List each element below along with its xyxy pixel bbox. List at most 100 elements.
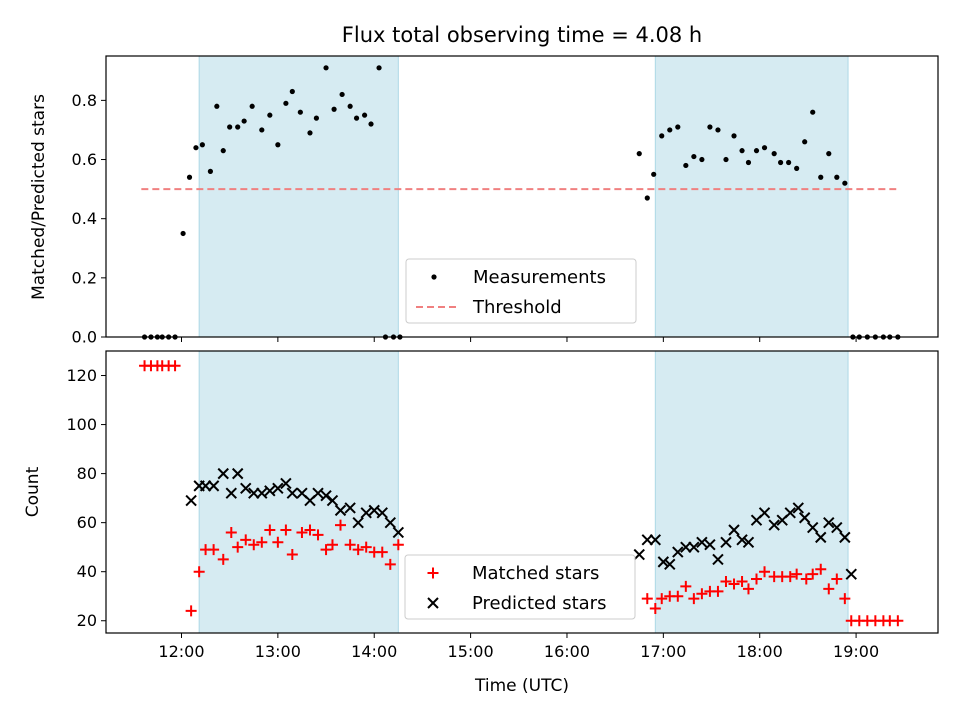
measurement-point	[667, 127, 673, 133]
predicted-stars-point	[360, 507, 372, 519]
matched-stars-point	[839, 593, 851, 605]
measurement-point	[241, 118, 247, 124]
x-tick-label: 19:00	[833, 642, 879, 661]
predicted-stars-point	[807, 521, 819, 534]
measurement-point	[794, 165, 800, 171]
matched-stars-point	[815, 563, 827, 575]
predicted-stars-point	[225, 487, 237, 499]
bottom-y-tick-label: 80	[77, 464, 97, 483]
matched-stars-point	[892, 615, 904, 627]
top-panel: 0.0 0.2 0.4 0.6 0.8 Measurements Threshold	[72, 55, 939, 347]
legend-box	[404, 554, 636, 620]
matched-stars-point	[376, 546, 388, 558]
matched-stars-point	[352, 544, 364, 556]
matched-stars-point	[720, 576, 732, 588]
matched-stars-point	[672, 590, 684, 602]
measurement-point	[283, 100, 289, 106]
predicted-stars-point	[392, 526, 405, 539]
predicted-stars-point	[376, 507, 388, 519]
matched-stars-point	[217, 553, 229, 565]
predicted-stars-point	[256, 487, 268, 499]
legend-marker-matched-stars	[427, 567, 439, 579]
legend-label: Predicted stars	[472, 593, 606, 614]
predicted-stars-point	[312, 487, 324, 499]
top-y-tick-label: 0.0	[72, 328, 97, 347]
measurement-point	[777, 159, 784, 166]
predicted-stars-point	[845, 568, 857, 580]
measurement-point	[297, 109, 303, 115]
matched-stars-point	[169, 360, 181, 372]
measurement-point	[731, 133, 737, 139]
matched-stars-point	[360, 541, 372, 553]
predicted-stars-point	[720, 536, 732, 548]
matched-stars-point	[688, 593, 700, 605]
predicted-stars-point	[792, 502, 804, 514]
bottom-y-tick-label: 40	[77, 562, 97, 581]
measurement-point	[275, 142, 281, 148]
predicted-stars-point	[768, 519, 780, 531]
measurement-point	[267, 112, 273, 118]
matched-stars-point	[225, 526, 237, 538]
measurement-point	[802, 139, 808, 145]
matched-stars-point	[712, 585, 724, 597]
matched-stars-point	[392, 539, 404, 551]
measurement-point	[644, 195, 650, 201]
matched-stars-point	[280, 524, 292, 536]
matched-stars-point	[326, 539, 338, 551]
predicted-stars-point	[672, 546, 684, 558]
measurement-point	[323, 65, 329, 71]
predicted-stars-point	[334, 504, 347, 517]
matched-stars-point	[193, 566, 205, 578]
predicted-stars-point	[728, 524, 740, 536]
measurement-point	[826, 151, 832, 157]
matched-stars-point	[831, 573, 843, 585]
predicted-stars-point	[758, 507, 771, 519]
x-tick-label: 18:00	[737, 642, 783, 661]
matched-stars-point	[240, 534, 252, 546]
predicted-stars-point	[217, 467, 229, 480]
top-shaded-interval	[654, 55, 849, 338]
measurement-point	[834, 174, 840, 180]
predicted-stars-point	[784, 507, 796, 519]
legend-label: Matched stars	[472, 563, 599, 584]
matched-stars-point	[759, 566, 771, 578]
measurement-point	[180, 230, 186, 237]
predicted-stars-point	[831, 521, 843, 534]
bottom-y-tick-label: 120	[66, 366, 97, 385]
chart-title: Flux total observing time = 4.08 h	[342, 23, 702, 47]
predicted-stars-point	[633, 548, 645, 561]
measurement-point	[353, 115, 360, 121]
predicted-stars-point	[688, 541, 700, 553]
predicted-stars-point	[823, 516, 835, 529]
matched-stars-point	[791, 568, 803, 580]
measurement-point	[331, 106, 337, 112]
predicted-stars-point	[326, 494, 339, 507]
matched-stars-point	[286, 549, 298, 561]
predicted-stars-point	[815, 531, 827, 544]
matched-stars-point	[185, 605, 197, 617]
measurement-point	[339, 91, 345, 98]
matched-stars-point	[728, 578, 740, 590]
predicted-stars-point	[649, 534, 662, 546]
legend-label: Measurements	[473, 267, 606, 288]
matched-stars-point	[272, 536, 284, 548]
matched-stars-point	[742, 583, 754, 595]
x-tick-label: 14:00	[351, 642, 397, 661]
predicted-stars-point	[704, 539, 716, 551]
x-tick-label: 13:00	[255, 642, 301, 661]
measurement-point	[691, 153, 697, 160]
top-y-tick-label: 0.8	[72, 91, 97, 110]
matched-stars-point	[312, 529, 324, 541]
bottom-y-tick-label: 60	[77, 513, 97, 532]
matched-stars-point	[736, 576, 748, 588]
measurement-point	[761, 145, 768, 151]
measurement-point	[289, 88, 295, 95]
bottom-axes-frame	[105, 350, 939, 634]
matched-stars-point	[751, 573, 763, 585]
top-y-tick-label: 0.2	[72, 268, 97, 287]
predicted-stars-point	[352, 516, 364, 529]
top-y-tick-label: 0.4	[72, 209, 97, 228]
measurement-point	[739, 148, 745, 154]
predicted-stars-point	[712, 553, 724, 566]
predicted-stars-point	[798, 512, 811, 524]
